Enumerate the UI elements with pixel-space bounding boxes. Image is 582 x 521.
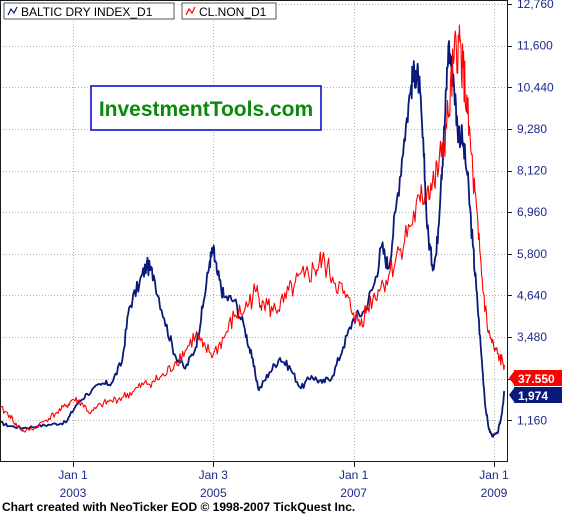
y-tick-label: 1,160 <box>517 413 547 427</box>
y-axis: 12,760 11,600 10,440 9,280 8,120 6,960 5,800 4,… <box>508 0 554 427</box>
x-tick-label-bottom: 2007 <box>340 486 367 500</box>
baltic-dry-index-line <box>0 40 506 438</box>
last-value-arrow <box>509 370 515 386</box>
last-value-arrow <box>509 387 515 403</box>
y-tick-label: 6,960 <box>517 205 547 219</box>
last-value-box <box>514 387 562 403</box>
x-tick-label-bottom: 2009 <box>481 486 508 500</box>
x-tick-label-top: Jan 3 <box>199 468 229 482</box>
series-layer <box>0 24 506 438</box>
last-value-markers: 37.550 1,974 <box>509 370 562 403</box>
plot-area <box>0 0 508 462</box>
y-tick-label: 4,640 <box>517 288 547 302</box>
crude-oil-line <box>0 24 506 433</box>
x-tick-label-top: Jan 1 <box>339 468 369 482</box>
x-tick-label-bottom: 2003 <box>60 486 87 500</box>
legend: BALTIC DRY INDEX_D1 CL.NON_D1 <box>3 2 277 20</box>
last-value-marker: 1,974 <box>509 387 562 403</box>
grid <box>0 0 508 462</box>
legend-box <box>181 2 277 20</box>
y-tick-label: 12,760 <box>517 0 554 11</box>
y-tick-label: 8,120 <box>517 164 547 178</box>
x-tick-label-top: Jan 1 <box>479 468 509 482</box>
watermark-box <box>90 85 322 131</box>
line-chart-icon <box>185 6 196 16</box>
x-tick-label-top: Jan 1 <box>58 468 88 482</box>
y-tick-label: 10,440 <box>517 80 554 94</box>
last-value-label: 1,974 <box>518 389 548 403</box>
x-axis: Jan 1 2003 Jan 3 2005 Jan 1 2007 Jan 1 2009 <box>58 462 509 500</box>
x-tick-label-bottom: 2005 <box>200 486 227 500</box>
legend-item: BALTIC DRY INDEX_D1 <box>3 2 175 20</box>
watermark: InvestmentTools.com <box>90 85 322 131</box>
legend-label: CL.NON_D1 <box>199 5 267 19</box>
last-value-label: 37.550 <box>518 372 555 386</box>
y-tick-label: 9,280 <box>517 122 547 136</box>
y-tick-label: 5,800 <box>517 247 547 261</box>
last-value-box <box>514 370 562 386</box>
legend-box <box>3 2 175 20</box>
y-tick-label: 11,600 <box>517 39 553 53</box>
last-value-marker: 37.550 <box>509 370 562 386</box>
line-chart-icon <box>7 6 18 16</box>
legend-label: BALTIC DRY INDEX_D1 <box>21 5 153 19</box>
watermark-text: InvestmentTools.com <box>99 98 313 121</box>
legend-item: CL.NON_D1 <box>181 2 277 20</box>
y-tick-label: 3,480 <box>517 330 547 344</box>
plot-border <box>0 0 508 462</box>
chart-credit: Chart created with NeoTicker EOD © 1998-… <box>2 500 356 514</box>
